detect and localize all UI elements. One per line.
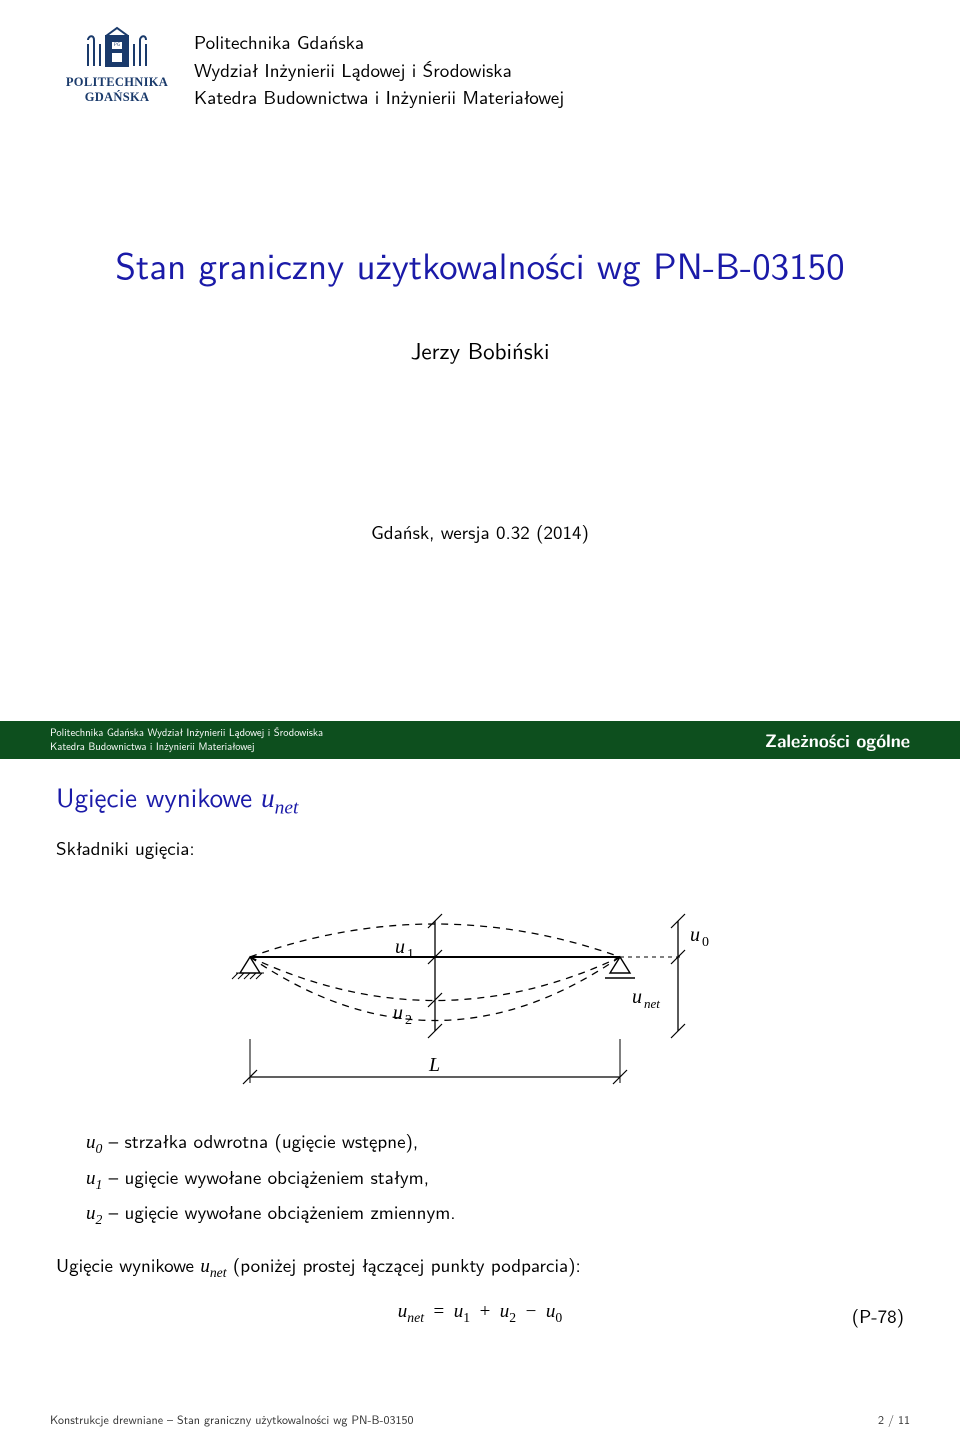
bar-left-line2: Katedra Budownictwa i Inżynierii Materia… xyxy=(50,740,323,754)
slide-body: Ugięcie wynikowe unet Składniki ugięcia: xyxy=(0,759,960,1326)
svg-text:2: 2 xyxy=(405,1013,412,1028)
para-var: u xyxy=(200,1256,210,1277)
def-text: ugięcie wywołane obciążeniem zmiennym. xyxy=(118,1197,455,1225)
svg-text:L: L xyxy=(428,1054,440,1076)
def-text: strzałka odwrotna (ugięcie wstępne), xyxy=(118,1126,418,1154)
heading-var: u xyxy=(261,783,275,813)
equation-tag: (P-78) xyxy=(852,1301,904,1329)
svg-text:0: 0 xyxy=(702,935,709,950)
svg-text:u: u xyxy=(690,924,700,946)
footer-right: 2 / 11 xyxy=(878,1410,910,1428)
inst-line-1: Politechnika Gdańska xyxy=(194,28,564,56)
logo-text-bottom: GDAŃSKA xyxy=(58,91,176,104)
heading-sub: net xyxy=(275,797,299,818)
slide-content: Politechnika Gdańska Wydział Inżynierii … xyxy=(0,721,960,1442)
logo-text-top: POLITECHNIKA xyxy=(58,76,176,89)
def-row: u1 – ugięcie wywołane obciążeniem stałym… xyxy=(86,1162,904,1195)
header: PG POLITECHNIKA GDAŃSKA Politechnika Gda… xyxy=(0,0,960,111)
institution-lines: Politechnika Gdańska Wydział Inżynierii … xyxy=(194,26,564,111)
def-row: u0 – strzałka odwrotna (ugięcie wstępne)… xyxy=(86,1126,904,1159)
def-row: u2 – ugięcie wywołane obciążeniem zmienn… xyxy=(86,1197,904,1230)
def-dash: – xyxy=(109,1126,119,1154)
inst-line-3: Katedra Budownictwa i Inżynierii Materia… xyxy=(194,83,564,111)
def-var: u xyxy=(86,1203,96,1224)
slide-title-text: Stan graniczny użytkowalności wg PN-B-03… xyxy=(0,237,960,291)
svg-text:1: 1 xyxy=(407,947,414,962)
svg-text:u: u xyxy=(395,936,405,958)
def-var: u xyxy=(86,1132,96,1153)
inst-line-2: Wydział Inżynierii Lądowej i Środowiska xyxy=(194,56,564,84)
bar-left: Politechnika Gdańska Wydział Inżynierii … xyxy=(50,726,323,753)
result-paragraph: Ugięcie wynikowe unet (poniżej prostej ł… xyxy=(56,1250,904,1281)
equation-row: unet = u1 + u2 − u0 (P-78) xyxy=(56,1301,904,1326)
def-sub: 2 xyxy=(96,1212,103,1227)
definitions-list: u0 – strzałka odwrotna (ugięcie wstępne)… xyxy=(86,1126,904,1230)
slide-heading: Ugięcie wynikowe unet xyxy=(56,777,904,819)
slide-title: PG POLITECHNIKA GDAŃSKA Politechnika Gda… xyxy=(0,0,960,721)
footer: Konstrukcje drewniane – Stan graniczny u… xyxy=(50,1410,910,1428)
subheading: Składniki ugięcia: xyxy=(56,833,904,861)
university-logo-icon: PG xyxy=(82,26,152,74)
def-sub: 1 xyxy=(96,1177,103,1192)
beam-diagram: u 1 u 2 u 0 u net xyxy=(56,879,904,1104)
def-sub: 0 xyxy=(96,1141,103,1156)
svg-text:u: u xyxy=(632,986,642,1008)
def-dash: – xyxy=(109,1162,119,1190)
para-sub: net xyxy=(210,1265,227,1280)
section-bar: Politechnika Gdańska Wydział Inżynierii … xyxy=(0,721,960,759)
para-suffix: (poniżej prostej łączącej punkty podparc… xyxy=(227,1250,581,1278)
footer-left: Konstrukcje drewniane – Stan graniczny u… xyxy=(50,1410,414,1428)
bar-right: Zależności ogólne xyxy=(765,728,910,753)
svg-text:u: u xyxy=(393,1002,403,1024)
beam-diagram-svg: u 1 u 2 u 0 u net xyxy=(200,879,760,1099)
logo-block: PG POLITECHNIKA GDAŃSKA xyxy=(58,26,176,104)
bar-left-line1: Politechnika Gdańska Wydział Inżynierii … xyxy=(50,726,323,740)
heading-prefix: Ugięcie wynikowe xyxy=(56,777,261,816)
para-prefix: Ugięcie wynikowe xyxy=(56,1250,200,1278)
svg-text:PG: PG xyxy=(114,40,121,48)
def-dash: – xyxy=(109,1197,119,1225)
svg-text:net: net xyxy=(644,996,660,1011)
def-var: u xyxy=(86,1168,96,1189)
version: Gdańsk, wersja 0.32 (2014) xyxy=(0,517,960,545)
def-text: ugięcie wywołane obciążeniem stałym, xyxy=(118,1162,429,1190)
equation: unet = u1 + u2 − u0 xyxy=(398,1301,562,1326)
author: Jerzy Bobiński xyxy=(0,333,960,367)
